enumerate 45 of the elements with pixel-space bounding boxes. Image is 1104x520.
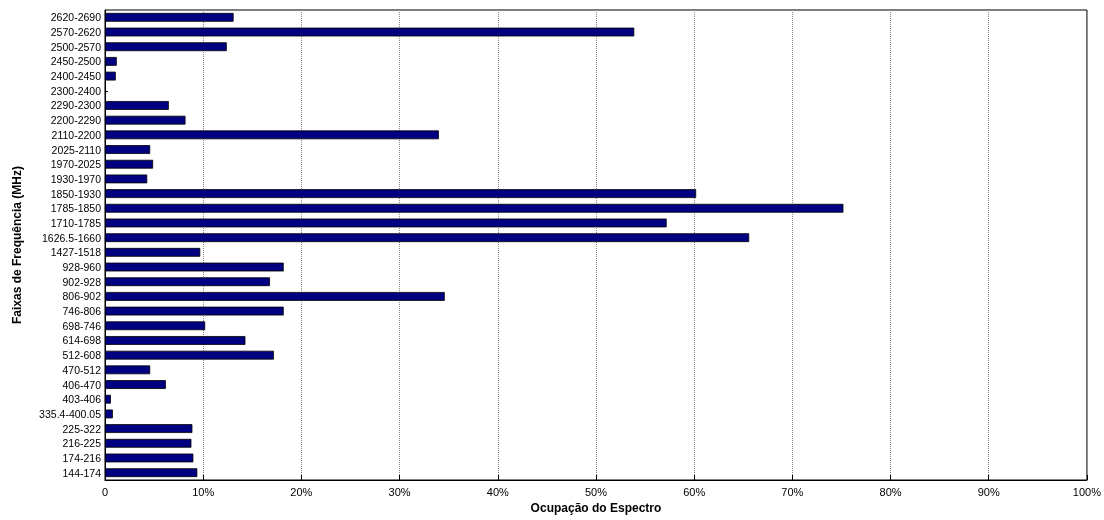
x-tick-label: 80% <box>879 485 902 498</box>
x-tick-label: 20% <box>290 485 313 498</box>
y-tick-label: 470-512 <box>62 363 102 376</box>
x-tick-label: 0 <box>101 485 109 498</box>
x-axis-title: Ocupação do Espectro <box>530 500 662 515</box>
y-tick-label: 403-406 <box>62 393 102 406</box>
x-tick-label: 100% <box>1072 485 1102 498</box>
y-tick-label: 1427-1518 <box>50 246 102 259</box>
x-tick-label: 90% <box>977 485 1000 498</box>
x-tick-label: 10% <box>192 485 215 498</box>
y-tick-label: 806-902 <box>62 290 102 303</box>
y-tick-label: 512-608 <box>62 349 102 362</box>
y-tick-label: 1710-1785 <box>50 216 102 229</box>
y-tick-label: 2450-2500 <box>50 55 102 68</box>
y-tick-label: 2400-2450 <box>50 70 102 83</box>
y-axis-title: Faixas de Frequência (MHz) <box>10 165 24 325</box>
y-tick-label: 2290-2300 <box>50 99 102 112</box>
y-tick-label: 2570-2620 <box>50 26 102 39</box>
y-tick-label: 698-746 <box>62 319 102 332</box>
y-tick-label: 216-225 <box>62 437 102 450</box>
y-tick-label: 1970-2025 <box>50 158 102 171</box>
y-tick-label: 225-322 <box>62 422 102 435</box>
x-tick-label: 40% <box>486 485 509 498</box>
y-tick-label: 1930-1970 <box>50 172 102 185</box>
y-tick-label: 2110-2200 <box>51 128 102 141</box>
x-tick-label: 60% <box>683 485 706 498</box>
y-tick-label: 902-928 <box>62 275 102 288</box>
y-tick-label: 2620-2690 <box>50 11 102 24</box>
y-tick-label: 406-470 <box>62 378 102 391</box>
x-tick-label: 50% <box>584 485 608 498</box>
y-tick-label: 2025-2110 <box>51 143 102 156</box>
y-tick-label: 1850-1930 <box>50 187 102 200</box>
y-tick-label: 2200-2290 <box>50 114 102 127</box>
y-tick-label: 2500-2570 <box>50 40 102 53</box>
y-tick-label: 746-806 <box>62 305 102 318</box>
x-tick-label: 70% <box>781 485 804 498</box>
y-tick-label: 174-216 <box>62 451 102 464</box>
y-tick-label: 1785-1850 <box>50 202 102 215</box>
x-tick-label: 30% <box>388 485 411 498</box>
y-tick-label: 1626.5-1660 <box>42 231 102 244</box>
y-tick-label: 928-960 <box>62 261 102 274</box>
y-tick-label: 144-174 <box>62 466 102 479</box>
y-tick-label: 335.4-400.05 <box>39 407 102 420</box>
y-tick-label: 2300-2400 <box>50 84 102 97</box>
y-tick-label: 614-698 <box>62 334 102 347</box>
